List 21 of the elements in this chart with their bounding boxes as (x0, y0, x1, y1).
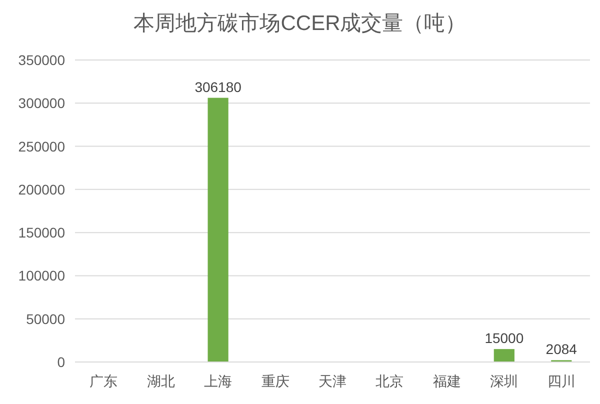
x-tick-label: 广东 (90, 373, 118, 389)
y-tick-label: 100000 (18, 268, 66, 284)
y-tick-label: 200000 (18, 181, 66, 198)
x-tick-label: 重庆 (261, 373, 290, 389)
y-tick-label: 250000 (18, 138, 66, 154)
x-tick-label: 福建 (432, 373, 461, 389)
data-label: 306180 (194, 78, 242, 95)
y-tick-label: 350000 (18, 52, 66, 68)
data-label: 2084 (546, 341, 578, 358)
x-tick-label: 湖北 (146, 373, 175, 389)
y-tick-label: 50000 (26, 310, 66, 327)
y-tick-label: 150000 (18, 224, 66, 241)
x-tick-label: 天津 (318, 373, 346, 389)
y-tick-label: 300000 (18, 95, 66, 112)
data-label: 15000 (484, 330, 524, 346)
x-tick-label: 四川 (547, 373, 576, 389)
title: 本周地方碳市场CCER成交量（吨） (134, 12, 466, 35)
x-tick-label: 上海 (204, 373, 232, 389)
y-tick-label: 0 (57, 354, 66, 370)
x-tick-label: 深圳 (490, 373, 518, 389)
x-tick-label: 北京 (376, 373, 404, 389)
